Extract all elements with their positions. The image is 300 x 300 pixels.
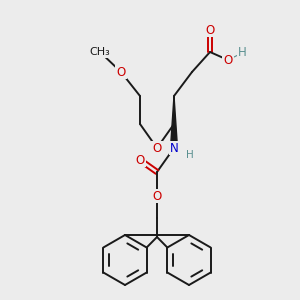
Text: O: O	[206, 23, 214, 37]
Text: O: O	[135, 154, 145, 166]
Text: O: O	[152, 142, 162, 154]
Text: H: H	[238, 46, 246, 59]
Text: O: O	[116, 65, 126, 79]
Text: CH₃: CH₃	[90, 47, 110, 57]
Text: H: H	[186, 150, 194, 160]
Polygon shape	[170, 96, 178, 148]
Text: N: N	[169, 142, 178, 154]
Text: O: O	[152, 190, 162, 202]
Text: O: O	[224, 53, 232, 67]
